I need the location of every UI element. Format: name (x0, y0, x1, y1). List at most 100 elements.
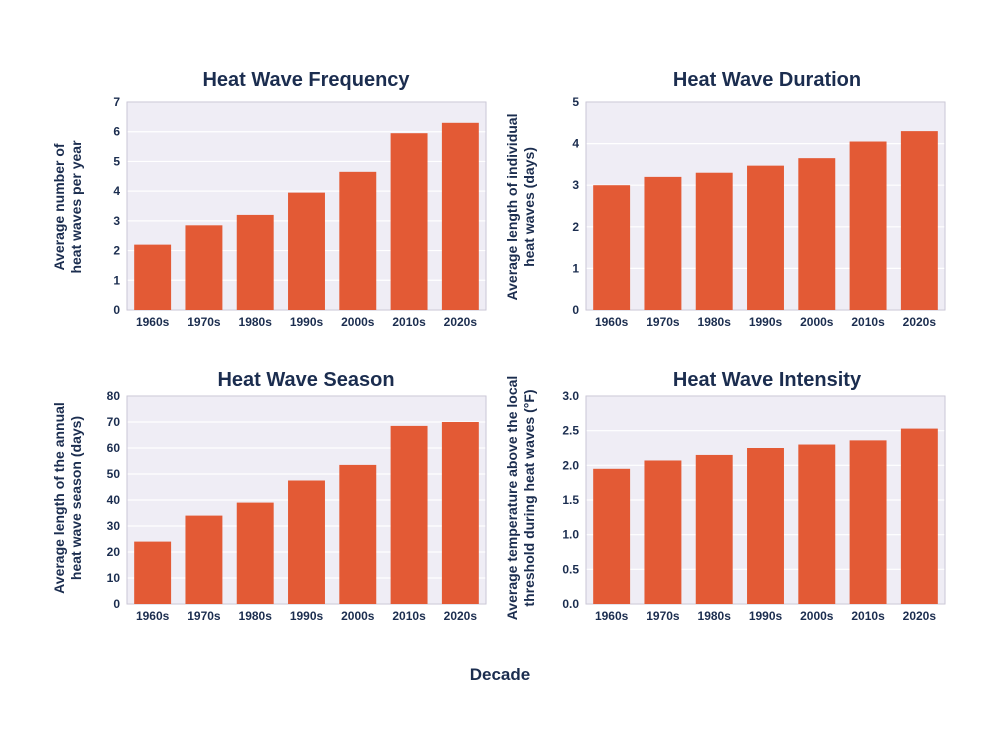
y-tick-label: 0 (113, 597, 120, 611)
x-tick-label: 2020s (444, 315, 478, 329)
bar-2010s (849, 141, 887, 310)
y-tick-label: 3.0 (562, 389, 579, 403)
bar-2000s (798, 444, 836, 604)
bar-1970s (644, 460, 682, 604)
shared-x-axis-label: Decade (470, 665, 530, 684)
bar-1990s (747, 448, 784, 604)
x-tick-label: 1960s (136, 315, 170, 329)
chart-panel-intensity: 0.0 0.5 1.0 1.5 2.0 2.5 3.0 1960s 1970s 1980s 1990… (504, 369, 946, 623)
x-tick-label: 1990s (749, 315, 783, 329)
y-tick-label: 50 (107, 467, 121, 481)
bar-2010s (849, 440, 887, 604)
bar-1960s (134, 244, 172, 310)
y-tick-label: 1.5 (562, 493, 579, 507)
y-tick-label: 0.5 (562, 562, 579, 576)
y-tick-label: 80 (107, 389, 121, 403)
y-tick-label: 2.5 (562, 424, 579, 438)
x-tick-label: 1980s (698, 315, 732, 329)
x-tick-label: 2000s (800, 609, 834, 623)
x-tick-label: 1970s (187, 315, 221, 329)
x-tick-label: 2000s (341, 609, 375, 623)
bar-2020s (441, 422, 479, 604)
y-tick-label: 6 (113, 125, 120, 139)
chart-panel-season: 0 10 20 30 40 50 60 70 80 1960s 1970s 1980s 1990s 200… (51, 369, 487, 623)
x-tick-label: 2010s (392, 315, 426, 329)
y-tick-label: 1.0 (562, 528, 579, 542)
bar-1980s (236, 502, 274, 604)
chart-panel-duration: 0 1 2 3 4 5 1960s 1970s 1980s 1990s 2000s 2010s 2020… (504, 69, 946, 329)
x-tick-label: 1960s (595, 609, 629, 623)
bar-1970s (185, 225, 223, 310)
y-tick-label: 5 (572, 95, 579, 109)
x-tick-label: 1970s (646, 315, 680, 329)
y-tick-label: 0 (113, 303, 120, 317)
chart-title: Heat Wave Frequency (202, 69, 410, 91)
x-tick-label: 1980s (698, 609, 732, 623)
bar-1970s (185, 515, 223, 604)
x-tick-label: 1990s (290, 315, 324, 329)
y-tick-label: 3 (113, 214, 120, 228)
bar-2000s (339, 464, 377, 604)
x-tick-label: 2000s (800, 315, 834, 329)
bar-2020s (441, 122, 479, 310)
bar-2020s (900, 131, 938, 310)
x-tick-label: 2010s (392, 609, 426, 623)
y-axis-label: Average temperature above the localthres… (504, 376, 537, 621)
chart-title: Heat Wave Duration (673, 69, 861, 91)
y-axis-label: Average length of individualheat waves (… (504, 114, 537, 301)
y-tick-label: 2 (572, 220, 579, 234)
bar-2010s (390, 425, 428, 604)
y-tick-label: 40 (107, 493, 121, 507)
x-tick-label: 2010s (851, 315, 885, 329)
y-tick-label: 60 (107, 441, 121, 455)
x-tick-label: 1990s (749, 609, 783, 623)
bar-1960s (134, 541, 172, 604)
x-tick-label: 1960s (595, 315, 629, 329)
bar-2000s (339, 171, 377, 310)
x-tick-label: 1980s (239, 609, 273, 623)
bar-1980s (695, 172, 733, 310)
y-tick-label: 3 (572, 178, 579, 192)
y-tick-label: 1 (113, 273, 120, 287)
x-tick-label: 2000s (341, 315, 375, 329)
y-axis-label: Average length of the annualheat wave se… (51, 402, 84, 594)
bar-2010s (390, 133, 428, 310)
chart-panel-frequency: 0 1 2 3 4 5 6 7 1960s 1970s 1980s 1990s 2000s 2010s 20… (51, 69, 487, 329)
y-tick-label: 30 (107, 519, 121, 533)
y-tick-label: 7 (113, 95, 120, 109)
bar-1980s (236, 214, 274, 310)
y-tick-label: 5 (113, 154, 120, 168)
y-tick-label: 0.0 (562, 597, 579, 611)
y-tick-label: 1 (572, 261, 579, 275)
x-tick-label: 2020s (903, 609, 937, 623)
y-axis-label: Average number ofheat waves per year (51, 140, 84, 274)
y-tick-label: 0 (572, 303, 579, 317)
x-tick-label: 2020s (444, 609, 478, 623)
x-tick-label: 1990s (290, 609, 324, 623)
bar-1960s (593, 468, 631, 604)
x-tick-label: 1980s (239, 315, 273, 329)
y-tick-label: 4 (113, 184, 120, 198)
x-tick-label: 1970s (646, 609, 680, 623)
bar-1980s (695, 454, 733, 604)
bar-1990s (288, 480, 325, 604)
bar-1990s (288, 192, 325, 310)
bar-2000s (798, 158, 836, 310)
bar-2020s (900, 428, 938, 604)
y-tick-label: 2 (113, 244, 120, 258)
x-tick-label: 2020s (903, 315, 937, 329)
y-tick-label: 70 (107, 415, 121, 429)
bar-1970s (644, 176, 682, 310)
bar-1990s (747, 165, 784, 310)
y-tick-label: 10 (107, 571, 121, 585)
chart-title: Heat Wave Season (217, 369, 394, 391)
y-tick-label: 4 (572, 137, 579, 151)
y-tick-label: 2.0 (562, 458, 579, 472)
x-tick-label: 1960s (136, 609, 170, 623)
x-tick-label: 2010s (851, 609, 885, 623)
y-tick-label: 20 (107, 545, 121, 559)
bar-1960s (593, 185, 631, 310)
x-tick-label: 1970s (187, 609, 221, 623)
chart-title: Heat Wave Intensity (673, 369, 862, 391)
